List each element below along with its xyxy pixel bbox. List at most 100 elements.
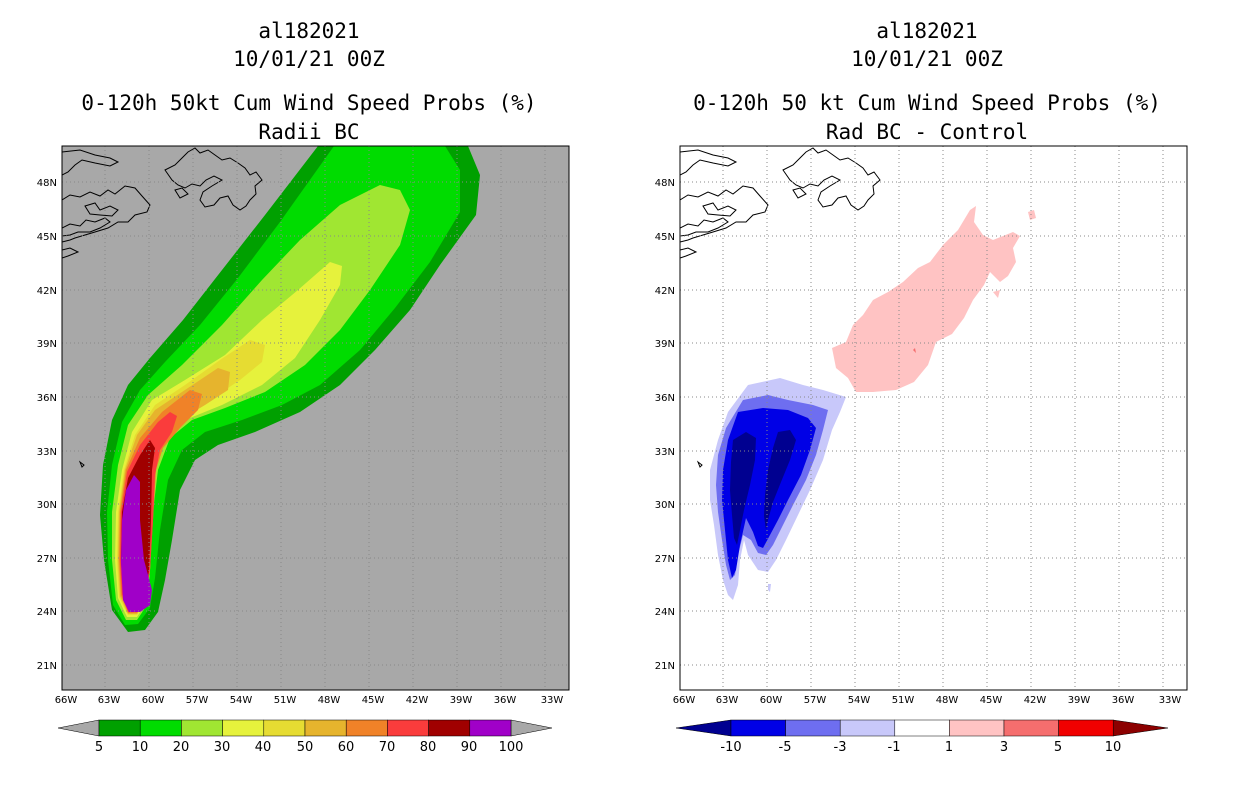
lat-tick: 24N [655, 607, 675, 618]
colorbar-label: -3 [834, 740, 847, 755]
graticule [680, 146, 1187, 690]
lat-tick: 48N [655, 178, 675, 189]
subtitle: Rad BC - Control [825, 120, 1029, 144]
lat-ticks: 48N 45N 42N 39N 36N 33N 30N 27N 24N 21N [655, 178, 675, 672]
colorbar-swatch [785, 719, 841, 737]
lon-tick: 66W [673, 695, 696, 706]
lon-tick: 36W [1112, 695, 1135, 706]
colorbar-label: -1 [888, 740, 901, 755]
colorbar-swatch [428, 719, 471, 737]
lon-tick: 63W [98, 695, 121, 706]
map-frame [679, 145, 1188, 691]
probability-contours [100, 146, 480, 632]
lon-tick: 48W [936, 695, 959, 706]
colorbar-swatch [1058, 719, 1114, 737]
lon-tick: 36W [494, 695, 517, 706]
lon-tick: 66W [55, 695, 78, 706]
colorbar-swatch [222, 719, 265, 737]
lon-tick: 45W [980, 695, 1003, 706]
colorbar-swatch [304, 719, 347, 737]
storm-id-title: al182021 [876, 19, 978, 43]
panel-radii-bc: al182021 10/01/21 00Z 0-120h 50kt Cum Wi… [37, 19, 570, 755]
lon-tick: 57W [804, 695, 827, 706]
contour-neg-10 [730, 432, 756, 545]
map-frame [61, 145, 570, 691]
colorbar: 5 10 20 30 40 50 60 70 80 90 100 [57, 719, 553, 755]
colorbar-swatch [839, 719, 896, 737]
colorbar-label: 50 [297, 740, 314, 755]
coastlines [62, 147, 263, 468]
colorbar-swatch [181, 719, 223, 737]
lat-tick: 27N [37, 554, 57, 565]
lon-tick: 45W [362, 695, 385, 706]
lat-tick: 30N [37, 500, 57, 511]
lon-tick: 54W [230, 695, 253, 706]
contour-pos-1-islet [1028, 210, 1036, 220]
colorbar-swatch [387, 719, 429, 737]
map-right: 66W 63W 60W 57W 54W 51W 48W 45W 42W 39W … [655, 145, 1188, 755]
lat-tick: 33N [655, 447, 675, 458]
graticule [62, 146, 569, 690]
colorbar-label: 10 [1105, 740, 1122, 755]
lat-tick: 27N [655, 554, 675, 565]
lat-tick: 36N [655, 393, 675, 404]
coastlines [680, 147, 881, 468]
colorbar-label: 5 [95, 740, 103, 755]
lat-tick: 48N [37, 178, 57, 189]
colorbar-label: 20 [173, 740, 190, 755]
colorbar-label: -5 [779, 740, 792, 755]
product-title: 0-120h 50 kt Cum Wind Speed Probs (%) [693, 91, 1161, 115]
lon-tick: 51W [892, 695, 915, 706]
contour-pos-3 [913, 348, 916, 353]
lon-tick: 63W [716, 695, 739, 706]
lon-tick: 39W [1068, 695, 1091, 706]
colorbar-swatch [139, 719, 182, 737]
lon-tick: 42W [1024, 695, 1047, 706]
lon-tick: 42W [406, 695, 429, 706]
colorbar-label: 40 [255, 740, 272, 755]
colorbar-label: 5 [1054, 740, 1062, 755]
contour-40 [117, 340, 265, 615]
lat-tick: 42N [655, 286, 675, 297]
colorbar-label: 60 [338, 740, 355, 755]
colorbar-label: 30 [214, 740, 231, 755]
colorbar-label: 70 [379, 740, 396, 755]
colorbar-swatch [345, 719, 388, 737]
lon-tick: 57W [186, 695, 209, 706]
colorbar: -10 -5 -3 -1 1 3 5 10 [675, 719, 1169, 755]
contour-pos-1 [832, 206, 1020, 392]
colorbar-swatch [98, 719, 141, 737]
lat-tick: 24N [37, 607, 57, 618]
colorbar-swatch [730, 719, 786, 737]
contour-neg-1-islet [768, 584, 771, 592]
colorbar-label: 80 [420, 740, 437, 755]
colorbar-swatch [949, 719, 1005, 737]
lon-tick: 33W [541, 695, 564, 706]
colorbar-under-arrow [57, 719, 100, 737]
contour-90 [121, 475, 152, 612]
colorbar-label: -10 [720, 740, 741, 755]
colorbar-label: 1 [945, 740, 953, 755]
lat-tick: 30N [655, 500, 675, 511]
storm-id-title: al182021 [258, 19, 360, 43]
map-left: 66W 63W 60W 57W 54W 51W 48W 45W 42W 39W … [37, 145, 570, 755]
lon-tick: 48W [318, 695, 341, 706]
lat-tick: 21N [37, 661, 57, 672]
contour-20 [112, 185, 410, 620]
subtitle: Radii BC [258, 120, 360, 144]
panel-rad-bc-minus-control: al182021 10/01/21 00Z 0-120h 50 kt Cum W… [618, 0, 1236, 800]
product-title: 0-120h 50kt Cum Wind Speed Probs (%) [81, 91, 537, 115]
lat-tick: 33N [37, 447, 57, 458]
colorbar-over-arrow [510, 719, 553, 737]
lat-tick: 21N [655, 661, 675, 672]
contour-neg-10 [764, 430, 796, 530]
lat-tick: 45N [37, 232, 57, 243]
colorbar-swatch [1003, 719, 1059, 737]
lat-tick: 45N [655, 232, 675, 243]
lat-tick: 36N [37, 393, 57, 404]
contour-pos-1-islet [993, 290, 1000, 298]
colorbar-label: 10 [132, 740, 149, 755]
datetime-title: 10/01/21 00Z [233, 47, 385, 71]
lon-ticks: 66W 63W 60W 57W 54W 51W 48W 45W 42W 39W … [55, 695, 564, 706]
lat-tick: 39N [37, 339, 57, 350]
